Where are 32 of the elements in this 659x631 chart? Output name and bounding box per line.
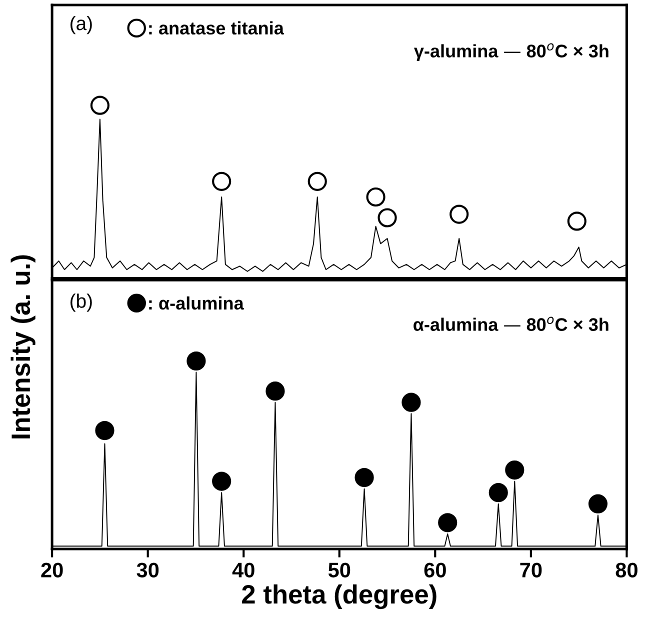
point xyxy=(450,204,469,224)
point xyxy=(438,513,458,532)
legend-label: : α-alumina xyxy=(149,296,244,310)
point xyxy=(567,212,586,231)
legend-label: : anatase titania xyxy=(149,21,284,35)
point xyxy=(588,494,608,514)
point xyxy=(354,468,374,488)
x-tick-label: 80 xyxy=(616,562,638,578)
point xyxy=(212,172,232,191)
x-axis-title: 2 theta (degree) xyxy=(242,584,436,610)
point xyxy=(266,382,285,401)
text: α-alumina — 80$^{o}$C × 3h xyxy=(414,316,608,331)
x-tick-label: 50 xyxy=(328,562,350,578)
x-tick-label: 60 xyxy=(424,562,446,578)
point xyxy=(90,96,110,115)
point xyxy=(488,483,508,502)
text: (a) xyxy=(70,16,92,34)
x-tick-label: 70 xyxy=(520,562,542,578)
y-axis-title: Intensity (a. u.) xyxy=(10,255,36,438)
point xyxy=(402,392,421,412)
x-tick-label: 40 xyxy=(232,562,254,578)
point xyxy=(505,460,524,480)
point xyxy=(366,187,386,207)
x-tick-label: 20 xyxy=(41,562,63,578)
x-tick-label: 30 xyxy=(136,562,159,578)
point xyxy=(308,172,327,191)
point xyxy=(95,420,114,440)
text: γ-alumina — 80$^{o}$C × 3h xyxy=(414,43,608,62)
point xyxy=(186,351,206,371)
point xyxy=(212,472,232,491)
point xyxy=(378,208,397,228)
text: (b) xyxy=(70,294,92,312)
